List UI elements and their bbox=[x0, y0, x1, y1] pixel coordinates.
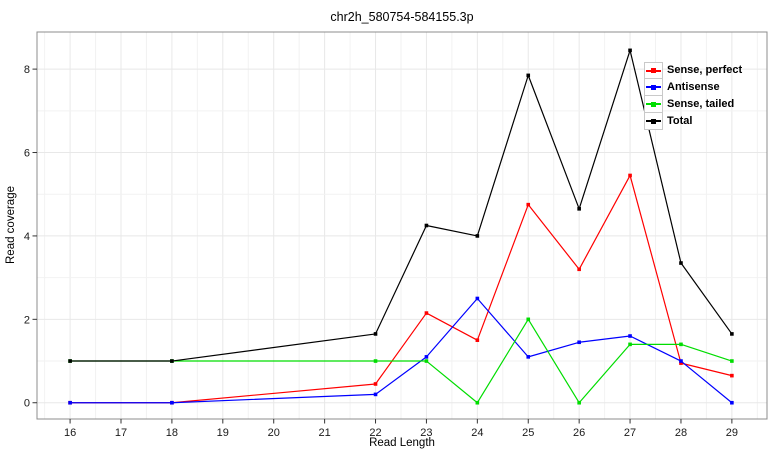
x-tick-label: 20 bbox=[268, 427, 280, 439]
data-point-sense-perfect bbox=[475, 338, 480, 342]
data-point-sense-tailed bbox=[730, 359, 734, 363]
data-point-total bbox=[628, 48, 632, 53]
legend-label: Sense, perfect bbox=[667, 64, 743, 76]
chart-title: chr2h_580754-584155.3p bbox=[330, 10, 474, 24]
data-point-antisense bbox=[730, 400, 734, 405]
series-line-sense-perfect bbox=[70, 174, 733, 404]
legend-key-sense-tailed-icon bbox=[644, 96, 663, 113]
legend-item-total: Total bbox=[644, 113, 742, 130]
data-point-sense-perfect bbox=[628, 173, 632, 178]
x-tick-label: 25 bbox=[522, 427, 534, 439]
data-point-total bbox=[475, 234, 480, 238]
data-point-sense-tailed bbox=[628, 342, 632, 347]
data-point-total bbox=[424, 223, 429, 228]
series-line-total bbox=[70, 49, 733, 362]
data-point-sense-tailed bbox=[577, 400, 581, 405]
legend-label: Antisense bbox=[667, 81, 720, 93]
x-tick-label: 19 bbox=[217, 427, 229, 439]
data-point-total bbox=[577, 207, 581, 211]
legend-marker-swatch bbox=[651, 101, 656, 107]
legend-item-antisense: Antisense bbox=[644, 79, 742, 96]
y-tick-label: 6 bbox=[24, 148, 30, 160]
data-point-antisense bbox=[475, 296, 480, 301]
legend-marker-swatch bbox=[651, 84, 656, 90]
data-point-antisense bbox=[170, 400, 174, 405]
data-point-sense-perfect bbox=[730, 373, 734, 378]
data-point-sense-tailed bbox=[475, 400, 480, 405]
data-point-sense-perfect bbox=[679, 361, 683, 365]
data-point-sense-tailed bbox=[526, 317, 531, 322]
legend-key-total-icon bbox=[644, 113, 663, 130]
x-tick-label: 24 bbox=[471, 427, 483, 439]
y-tick-label: 0 bbox=[24, 398, 30, 410]
data-point-sense-perfect bbox=[577, 267, 581, 272]
legend-key-sense-perfect-icon bbox=[644, 62, 663, 79]
series-line-sense-tailed bbox=[70, 318, 733, 404]
y-tick-label: 2 bbox=[24, 314, 30, 326]
data-point-antisense bbox=[373, 392, 378, 397]
x-tick-label: 17 bbox=[115, 427, 127, 439]
data-point-sense-tailed bbox=[679, 342, 683, 347]
data-point-antisense bbox=[526, 355, 531, 359]
x-tick-label: 16 bbox=[64, 427, 76, 439]
legend-label: Sense, tailed bbox=[667, 98, 735, 110]
legend-marker-swatch bbox=[651, 118, 656, 124]
data-point-sense-tailed bbox=[373, 359, 378, 363]
x-tick-label: 21 bbox=[318, 427, 330, 439]
x-tick-label: 23 bbox=[420, 427, 432, 439]
data-point-sense-perfect bbox=[526, 202, 531, 207]
x-tick-label: 22 bbox=[369, 427, 381, 439]
x-axis-label: Read Length bbox=[369, 437, 435, 449]
data-point-total bbox=[526, 73, 531, 78]
data-point-total bbox=[68, 359, 72, 363]
x-tick-label: 18 bbox=[166, 427, 178, 439]
x-tick-label: 27 bbox=[624, 427, 636, 439]
panel-border bbox=[36, 31, 768, 420]
data-point-antisense bbox=[424, 355, 429, 359]
data-point-antisense bbox=[628, 334, 632, 338]
data-point-sense-perfect bbox=[373, 382, 378, 386]
legend-key-antisense-icon bbox=[644, 79, 663, 96]
data-point-sense-perfect bbox=[424, 311, 429, 315]
data-point-sense-tailed bbox=[424, 359, 429, 363]
data-point-total bbox=[730, 332, 734, 336]
data-point-antisense bbox=[68, 400, 72, 405]
y-tick-label: 8 bbox=[24, 64, 30, 76]
x-tick-label: 28 bbox=[675, 427, 687, 439]
x-tick-label: 26 bbox=[573, 427, 585, 439]
data-point-antisense bbox=[679, 359, 683, 363]
x-tick-label: 29 bbox=[726, 427, 738, 439]
legend: Sense, perfect Antisense Sense, tailed Tota… bbox=[644, 62, 742, 130]
series-line-antisense bbox=[70, 297, 733, 404]
legend-item-sense-tailed: Sense, tailed bbox=[644, 96, 742, 113]
y-tick-label: 4 bbox=[24, 231, 30, 243]
data-point-total bbox=[373, 332, 378, 336]
legend-marker-swatch bbox=[651, 68, 656, 73]
data-point-total bbox=[679, 261, 683, 265]
legend-item-sense-perfect: Sense, perfect bbox=[644, 62, 742, 79]
data-point-antisense bbox=[577, 340, 581, 345]
legend-label: Total bbox=[667, 115, 693, 127]
data-point-total bbox=[170, 359, 174, 363]
